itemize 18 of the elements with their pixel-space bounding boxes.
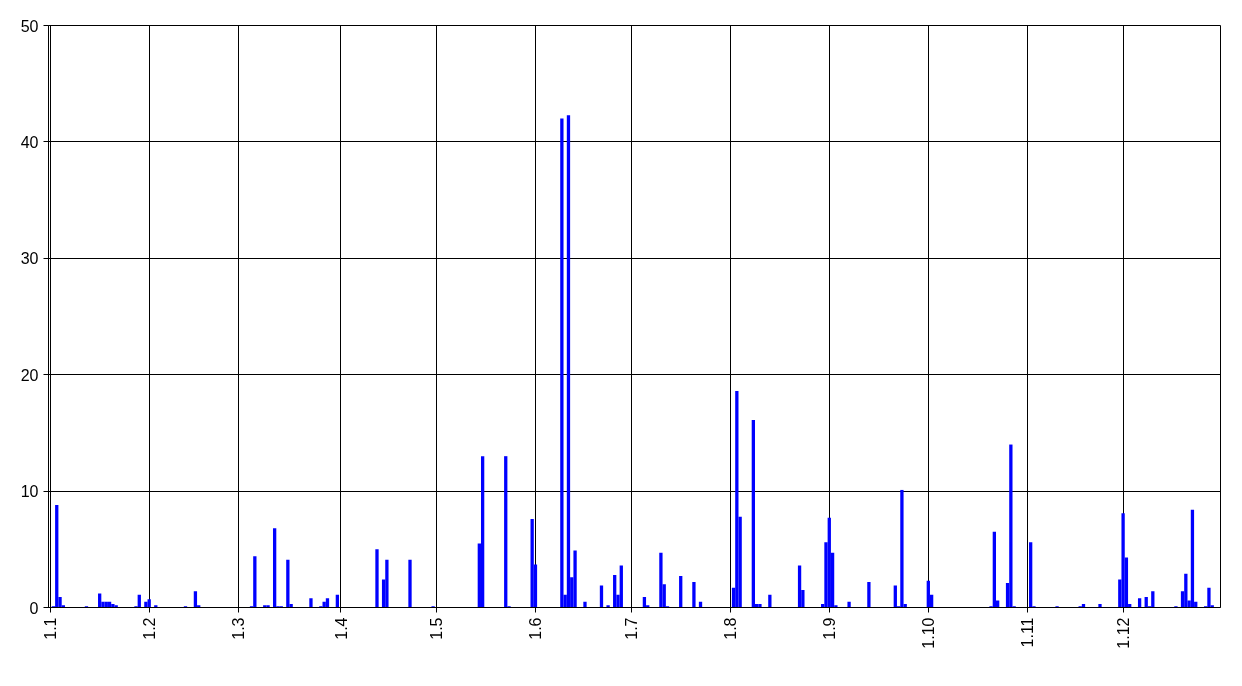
y-tick-label: 20 xyxy=(20,366,39,384)
x-tick-label: 1.5 xyxy=(428,617,446,640)
x-tick-label: 1.9 xyxy=(821,617,839,640)
y-tick-label: 30 xyxy=(20,250,39,268)
x-tick-label: 1.2 xyxy=(141,617,159,640)
x-tick-label: 1.4 xyxy=(332,617,350,640)
x-tick-label: 1.10 xyxy=(920,617,938,649)
y-tick-label: 0 xyxy=(29,599,39,617)
y-tick-label: 50 xyxy=(20,17,39,35)
x-tick-label: 1.8 xyxy=(722,617,740,640)
x-tick-label: 1.6 xyxy=(527,617,545,640)
y-tick-label: 10 xyxy=(20,483,39,501)
x-tick-label: 1.12 xyxy=(1115,617,1133,649)
x-tick-label: 1.7 xyxy=(623,617,641,640)
x-tick-label: 1.3 xyxy=(230,617,248,640)
x-tick-label: 1.1 xyxy=(42,617,60,640)
y-tick-label: 40 xyxy=(20,133,39,151)
x-tick-label: 1.11 xyxy=(1019,617,1037,648)
